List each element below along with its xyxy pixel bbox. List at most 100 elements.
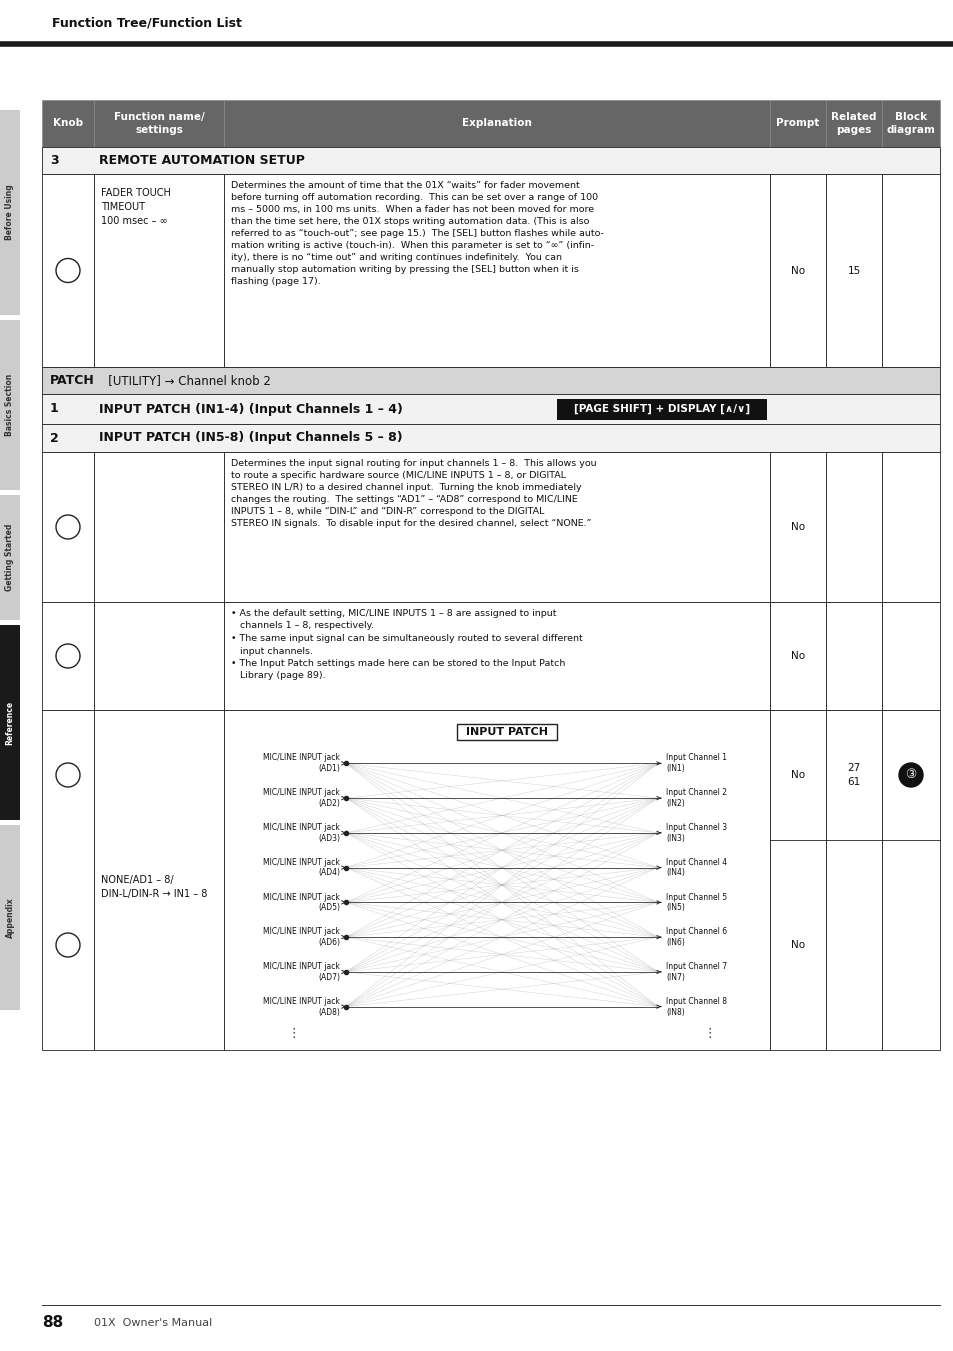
- Bar: [769, 100, 825, 147]
- Text: Block
diagram: Block diagram: [885, 112, 935, 135]
- Text: 27
61: 27 61: [846, 763, 860, 786]
- Text: INPUT PATCH (IN1-4) (Input Channels 1 – 4): INPUT PATCH (IN1-4) (Input Channels 1 – …: [99, 403, 402, 416]
- Text: 2: 2: [50, 431, 59, 444]
- Bar: [825, 603, 882, 711]
- Bar: [42, 174, 94, 367]
- Text: FADER TOUCH
TIMEOUT
100 msec – ∞: FADER TOUCH TIMEOUT 100 msec – ∞: [101, 188, 171, 226]
- Bar: [42, 711, 94, 1050]
- Text: MIC/LINE INPUT jack
(AD5): MIC/LINE INPUT jack (AD5): [263, 893, 339, 912]
- Text: Explanation: Explanation: [461, 119, 532, 128]
- Bar: [769, 453, 825, 603]
- Text: [PAGE SHIFT] + DISPLAY [∧/∨]: [PAGE SHIFT] + DISPLAY [∧/∨]: [574, 404, 749, 415]
- Bar: [224, 603, 769, 711]
- Bar: [42, 100, 94, 147]
- Text: Appendix: Appendix: [6, 897, 14, 938]
- Text: Input Channel 8
(IN8): Input Channel 8 (IN8): [665, 997, 726, 1016]
- Text: Input Channel 3
(IN3): Input Channel 3 (IN3): [665, 823, 726, 843]
- Text: ⋮: ⋮: [288, 1028, 300, 1040]
- Text: 3: 3: [50, 154, 58, 168]
- Bar: [42, 367, 939, 394]
- Text: [UTILITY] → Channel knob 2: [UTILITY] → Channel knob 2: [97, 374, 271, 386]
- Text: No: No: [790, 266, 804, 276]
- Text: ①: ①: [62, 520, 73, 534]
- Bar: [42, 453, 94, 603]
- Text: Knob: Knob: [52, 119, 83, 128]
- Text: 1: 1: [50, 403, 59, 416]
- Text: MIC/LINE INPUT jack
(AD2): MIC/LINE INPUT jack (AD2): [263, 788, 339, 808]
- Bar: [769, 603, 825, 711]
- Circle shape: [56, 515, 80, 539]
- Text: INPUT PATCH (IN5-8) (Input Channels 5 – 8): INPUT PATCH (IN5-8) (Input Channels 5 – …: [99, 431, 402, 444]
- Text: Before Using: Before Using: [6, 185, 14, 240]
- Bar: [882, 100, 939, 147]
- Bar: [94, 174, 224, 367]
- Bar: [42, 147, 939, 174]
- Circle shape: [56, 934, 80, 957]
- Text: No: No: [790, 521, 804, 532]
- Text: No: No: [790, 940, 804, 950]
- Bar: [825, 100, 882, 147]
- Bar: [0, 320, 20, 490]
- Circle shape: [56, 644, 80, 667]
- Bar: [224, 453, 769, 603]
- Text: Input Channel 7
(IN7): Input Channel 7 (IN7): [665, 962, 726, 982]
- Text: ③: ③: [62, 650, 73, 662]
- Text: Related
pages: Related pages: [830, 112, 876, 135]
- Text: ⋮: ⋮: [703, 1028, 716, 1040]
- Text: Getting Started: Getting Started: [6, 524, 14, 592]
- Text: INPUT PATCH: INPUT PATCH: [465, 727, 547, 738]
- Bar: [456, 724, 557, 740]
- Bar: [0, 109, 20, 315]
- Text: ⑤: ⑤: [62, 769, 73, 781]
- Bar: [825, 453, 882, 603]
- Text: • As the default setting, MIC/LINE INPUTS 1 – 8 are assigned to input
   channel: • As the default setting, MIC/LINE INPUT…: [231, 609, 582, 681]
- Bar: [0, 626, 20, 820]
- Text: No: No: [790, 651, 804, 661]
- Text: Input Channel 1
(IN1): Input Channel 1 (IN1): [665, 754, 726, 773]
- Text: PATCH: PATCH: [50, 374, 94, 386]
- Circle shape: [56, 763, 80, 788]
- Bar: [94, 100, 224, 147]
- Text: Reference: Reference: [6, 700, 14, 744]
- Text: ③: ③: [904, 769, 916, 781]
- Text: Basics Section: Basics Section: [6, 374, 14, 436]
- Text: MIC/LINE INPUT jack
(AD3): MIC/LINE INPUT jack (AD3): [263, 823, 339, 843]
- Text: Input Channel 5
(IN5): Input Channel 5 (IN5): [665, 893, 726, 912]
- Text: NONE/AD1 – 8/
DIN-L/DIN-R → IN1 – 8: NONE/AD1 – 8/ DIN-L/DIN-R → IN1 – 8: [101, 875, 207, 898]
- Circle shape: [56, 258, 80, 282]
- Text: Determines the amount of time that the 01X “waits” for fader movement
before tur: Determines the amount of time that the 0…: [231, 181, 603, 285]
- Bar: [42, 603, 94, 711]
- Bar: [94, 603, 224, 711]
- Circle shape: [898, 763, 923, 788]
- Bar: [94, 453, 224, 603]
- Bar: [557, 399, 766, 420]
- Bar: [769, 174, 825, 367]
- Bar: [882, 603, 939, 711]
- Bar: [882, 711, 939, 1050]
- Text: Determines the input signal routing for input channels 1 – 8.  This allows you
t: Determines the input signal routing for …: [231, 459, 596, 528]
- Text: Input Channel 4
(IN4): Input Channel 4 (IN4): [665, 858, 726, 878]
- Bar: [882, 174, 939, 367]
- Bar: [42, 394, 939, 424]
- Text: 88: 88: [42, 1315, 63, 1329]
- Text: ⑦: ⑦: [62, 939, 73, 951]
- Text: MIC/LINE INPUT jack
(AD4): MIC/LINE INPUT jack (AD4): [263, 858, 339, 878]
- Text: No: No: [790, 770, 804, 780]
- Bar: [224, 100, 769, 147]
- Text: Function name/
settings: Function name/ settings: [113, 112, 204, 135]
- Bar: [825, 174, 882, 367]
- Text: REMOTE AUTOMATION SETUP: REMOTE AUTOMATION SETUP: [99, 154, 305, 168]
- Text: MIC/LINE INPUT jack
(AD7): MIC/LINE INPUT jack (AD7): [263, 962, 339, 982]
- Bar: [882, 453, 939, 603]
- Bar: [0, 494, 20, 620]
- Text: Input Channel 2
(IN2): Input Channel 2 (IN2): [665, 788, 726, 808]
- Text: Function Tree/Function List: Function Tree/Function List: [52, 18, 242, 30]
- Bar: [769, 711, 825, 1050]
- Bar: [825, 711, 882, 1050]
- Text: MIC/LINE INPUT jack
(AD6): MIC/LINE INPUT jack (AD6): [263, 927, 339, 947]
- Text: Prompt: Prompt: [776, 119, 819, 128]
- Text: 01X  Owner's Manual: 01X Owner's Manual: [94, 1319, 212, 1328]
- Bar: [224, 174, 769, 367]
- Text: ⑩: ⑩: [62, 263, 73, 277]
- Text: MIC/LINE INPUT jack
(AD1): MIC/LINE INPUT jack (AD1): [263, 754, 339, 773]
